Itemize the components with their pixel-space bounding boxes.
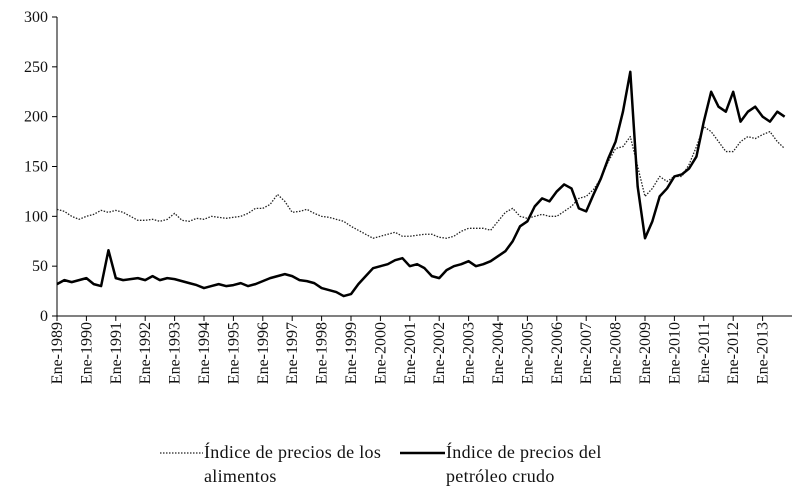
x-tick-label: Ene-2007 [578,322,595,384]
x-tick-label: Ene-1989 [49,322,66,384]
x-tick-label: Ene-2001 [402,322,419,384]
x-tick-label: Ene-2005 [519,322,536,384]
x-tick-label: Ene-2011 [696,322,713,384]
x-tick-label: Ene-2009 [637,322,654,384]
y-tick-label: 100 [24,208,48,225]
x-tick-label: Ene-1992 [137,322,154,384]
x-tick-label: Ene-2002 [431,322,448,384]
x-tick-label: Ene-1999 [343,322,360,384]
x-tick-label: Ene-2008 [608,322,625,384]
x-tick-label: Ene-1998 [314,322,331,384]
x-tick-label: Ene-2004 [490,322,507,384]
x-tick-label: Ene-2012 [725,322,742,384]
series-line [56,70,786,298]
y-tick-label: 50 [32,258,48,275]
y-tick-label: 0 [40,308,48,325]
x-tick-label: Ene-2010 [666,322,683,384]
x-tick-label: Ene-2013 [755,322,772,384]
x-tick-label: Ene-2006 [549,322,566,384]
x-tick-label: Ene-1997 [284,322,301,384]
x-tick-label: Ene-1994 [196,322,213,384]
legend-entry: Índice de precios del petróleo crudo [446,442,602,486]
legend-entry: Índice de precios de los alimentos [204,442,382,486]
x-tick-label: Ene-2000 [372,322,389,384]
y-tick-label: 150 [24,159,48,176]
y-tick-label: 250 [24,59,48,76]
x-tick-label: Ene-1991 [108,322,125,384]
y-tick-label: 200 [24,109,48,126]
x-tick-label: Ene-2003 [461,322,478,384]
x-tick-label: Ene-1993 [167,322,184,384]
series-line [56,125,786,239]
x-tick-label: Ene-1990 [78,322,95,384]
y-tick-label: 300 [24,9,48,26]
x-tick-label: Ene-1995 [225,322,242,384]
x-tick-label: Ene-1996 [255,322,272,384]
